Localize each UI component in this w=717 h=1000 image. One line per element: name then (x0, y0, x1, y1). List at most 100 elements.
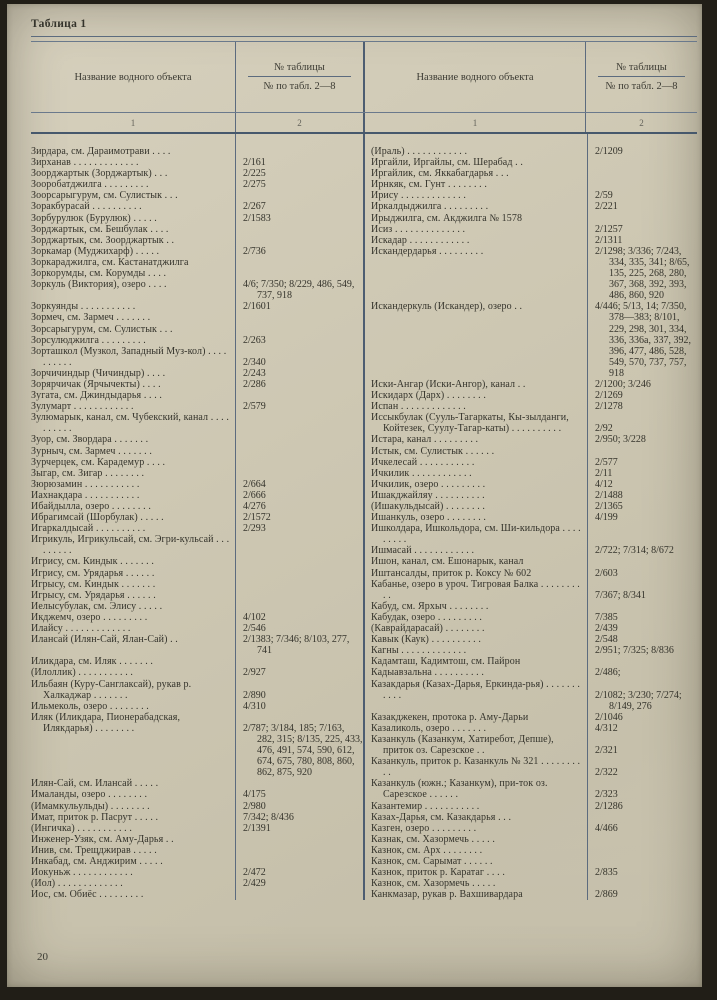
entry-name: Зорчичиндыр (Чичиндыр) . . . . (31, 367, 166, 379)
entry-name: (Иол) . . . . . . . . . . . . . (31, 878, 123, 890)
entry-row: Казакджекен, протока р. Аму-Дарьи 2/1046 (371, 712, 697, 723)
entry-row: Истык, см. Сулистык . . . . . . (371, 446, 697, 457)
entry-ref: 2/577 (595, 456, 618, 468)
entry-row: (Ираль) . . . . . . . . . . . . 2/1209 (371, 146, 697, 157)
entry-row: Зоракбурасай . . . . . . . . . . 2/267 (31, 201, 363, 212)
entry-ref: 2/323 (595, 789, 618, 801)
entry-row: Икджемч, озеро . . . . . . . . . 4/102 (31, 612, 363, 623)
entry-row: Канкмазар, рукав р. Вахшивардара 2/869 (371, 889, 697, 900)
entry-name: Зорташкол (Музкол, Западный Муз-кол) . .… (31, 345, 227, 368)
entry-name: Иски-Ангар (Иски-Ангор), канал . . (371, 378, 526, 390)
entry-name: Казаликоль, озеро . . . . . . . (371, 722, 487, 734)
entry-row: Зормеч, см. Зармеч . . . . . . . (31, 312, 363, 323)
entry-row: Казантемир . . . . . . . . . . . 2/1286 (371, 801, 697, 812)
table-label: Таблица 1 (31, 18, 87, 30)
entry-row: Ичкилик, озеро . . . . . . . . . 4/12 (371, 479, 697, 490)
entry-row: Игаркалдысай . . . . . . . . . . 2/293 (31, 523, 363, 534)
left-column: Зирдара, см. Дараимотрави . . . . Зирхана… (31, 146, 363, 900)
entry-ref: 2/243 (243, 367, 266, 379)
entry-ref: 2/321 (595, 745, 618, 757)
entry-name: Казах-Дарья, см. Казакдарья . . . (371, 811, 512, 823)
entry-row: Иахнакдара . . . . . . . . . . . 2/666 (31, 490, 363, 501)
entry-ref: 2/951; 7/325; 8/836 (595, 645, 674, 657)
entry-name: Зоркуянды . . . . . . . . . . . (31, 301, 136, 313)
entry-row: Кадыавзальна . . . . . . . . . . 2/486; (371, 667, 697, 678)
page-number: 20 (37, 951, 48, 963)
divider-left (235, 134, 236, 901)
entry-row: Игрысу, см. Урядарья . . . . . . (31, 590, 363, 601)
entry-row: Кабудак, озеро . . . . . . . . . 7/385 (371, 612, 697, 623)
entry-name: Иокуньж . . . . . . . . . . . . (31, 867, 133, 879)
entry-name: Ималанды, озеро . . . . . . . . (31, 789, 148, 801)
entry-name: Казнок, см. Сарымат . . . . . . (371, 855, 493, 867)
header-num-bottom: № по табл. 2—8 (263, 81, 336, 92)
entry-ref: 2/1046 (595, 711, 623, 723)
entry-row: Ималанды, озеро . . . . . . . . 4/175 (31, 789, 363, 800)
entry-name: (Ишакульдысай) . . . . . . . . (371, 501, 486, 512)
entry-row: Зорярчичак (Ярчычекты) . . . . 2/286 (31, 379, 363, 390)
entry-ref: 2/1583 (243, 212, 271, 224)
entry-ref: 2/950; 3/228 (595, 434, 646, 446)
entry-row: (Иол) . . . . . . . . . . . . . 2/429 (31, 878, 363, 889)
entry-row: Иргайли, Иргайлы, см. Шерабад . . (371, 157, 697, 168)
entry-ref: 4/312 (595, 722, 618, 734)
entry-row: Зуор, см. Звордара . . . . . . . (31, 434, 363, 445)
entry-name: Ичкилик, озеро . . . . . . . . . (371, 478, 486, 490)
entry-ref: 2/472 (243, 867, 266, 879)
entry-row: Зоркуль (Виктория), озеро . . . . 4/6; 7/… (31, 279, 363, 301)
entry-name: Игрысу, см. Киндык . . . . . . . (31, 578, 156, 590)
entry-name: Ирыджилга, см. Акджилга № 1578 (371, 212, 523, 224)
entry-ref: 2/267 (243, 201, 266, 213)
entry-name: Ирису . . . . . . . . . . . . . (371, 190, 466, 202)
entry-name: Илян-Сай, см. Илансай . . . . . (31, 778, 159, 790)
entry-row: Иляк (Иликдара, Пионерабадская, Илякдарь… (31, 712, 363, 779)
header-num-col-left: № таблицы № по табл. 2—8 (235, 42, 363, 112)
entry-ref: 2/980 (243, 800, 266, 812)
entry-name: Казнок, приток р. Каратаг . . . . (371, 867, 505, 879)
entry-ref: 2/221 (595, 201, 618, 213)
entry-name: Зорсулюджилга . . . . . . . . . (31, 334, 146, 346)
entry-ref: 7/367; 8/341 (595, 589, 646, 601)
entry-row: Ичкелесай . . . . . . . . . . . 2/577 (371, 457, 697, 468)
entry-name: Зуор, см. Звордара . . . . . . . (31, 434, 149, 446)
header-num-top: № таблицы (274, 62, 325, 73)
entry-row: Иркалдыджилга . . . . . . . . . 2/221 (371, 201, 697, 212)
entry-name: Иштансалды, приток р. Коксу № 602 (371, 567, 532, 579)
entry-ref: 2/890 (243, 689, 266, 701)
entry-row: Зорджартык, см. Зоорджартык . . (31, 235, 363, 246)
entry-name: Ильбаян (Куру-Санглаксай), рукав р. Халк… (31, 678, 192, 701)
entry-name: Зоркараджилга, см. Кастанатджилга (31, 256, 189, 268)
entry-ref: 2/1572 (243, 512, 271, 524)
entry-row: Исиз . . . . . . . . . . . . . . 2/1257 (371, 224, 697, 235)
entry-ref: 2/1601 (243, 301, 271, 313)
entry-ref: 2/286 (243, 378, 266, 390)
table-header: Название водного объекта № таблицы № по … (31, 42, 697, 112)
entry-row: Ирнкяк, см. Гунт . . . . . . . . (371, 179, 697, 190)
entry-row: Игрикуль, Игрикульсай, см. Эгри-кульсай … (31, 534, 363, 556)
entry-name: Искандердарья . . . . . . . . . (371, 245, 484, 257)
entry-name: Ишакджайляу . . . . . . . . . . (371, 489, 485, 501)
entry-row: Казанкуль (южн.; Казанкум), при-ток оз. … (371, 778, 697, 800)
entry-ref: 4/310 (243, 700, 266, 712)
entry-ref: 2/322 (595, 767, 618, 779)
entry-name: Зирханав . . . . . . . . . . . . . (31, 157, 139, 169)
entry-name: Ишон, канал, см. Ешонарык, канал (371, 556, 524, 568)
divider-right (587, 134, 588, 901)
entry-ref: 2/429 (243, 878, 266, 890)
entry-row: Кабанье, озеро в уроч. Тигровая Балка . … (371, 579, 697, 601)
entry-row: (Ингичка) . . . . . . . . . . . 2/1391 (31, 823, 363, 834)
entry-row: Зирханав . . . . . . . . . . . . . 2/161 (31, 157, 363, 168)
table-body: Зирдара, см. Дараимотрави . . . . Зирхана… (31, 134, 697, 901)
entry-row: Казанкуль, приток р. Казанкуль № 321 . .… (371, 756, 697, 778)
entry-row: Зулумарт . . . . . . . . . . . . 2/579 (31, 401, 363, 412)
entry-row: Зоркараджилга, см. Кастанатджилга (31, 257, 363, 268)
entry-row: Иски-Ангар (Иски-Ангор), канал . . 2/1200… (371, 379, 697, 390)
entry-row: Испан . . . . . . . . . . . . . 2/1278 (371, 401, 697, 412)
fraction-rule (248, 76, 351, 77)
entry-name: Зыгар, см. Зигар . . . . . . . . (31, 467, 145, 479)
entry-ref: 2/11 (595, 467, 613, 479)
entry-ref: 2/722; 7/314; 8/672 (595, 545, 674, 557)
entry-name: Канкмазар, рукав р. Вахшивардара (371, 889, 523, 901)
entry-name: Зоркуль (Виктория), озеро . . . . (31, 279, 167, 291)
entry-name: Иликдара, см. Иляк . . . . . . . (31, 656, 154, 668)
